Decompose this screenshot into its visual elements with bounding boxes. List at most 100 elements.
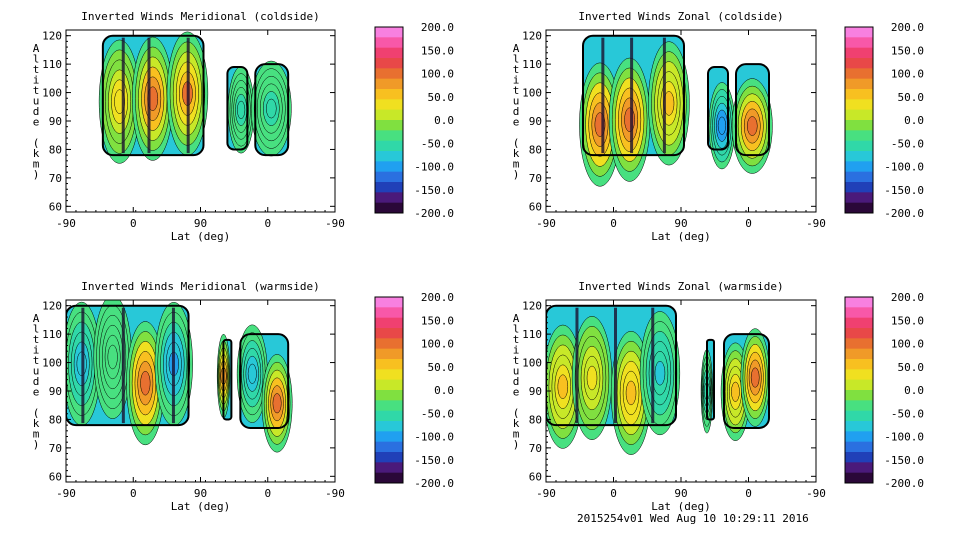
colorbar-tick-label: -100.0 [884,431,924,444]
x-tick-label: 90 [194,217,207,230]
colorbar-band [845,99,873,111]
chart-panel-4: Inverted Winds Zonal (warmside) 60 70 80 90 1… [513,280,924,513]
data-region [731,63,773,174]
colorbar-tick-label: -200.0 [414,207,454,220]
colorbar-tick-label: -150.0 [884,454,924,467]
colorbar-band [375,359,403,370]
contour-streak [121,37,125,154]
x-tick-label: -90 [56,487,76,500]
data-region [66,300,193,446]
colorbar-band [845,202,873,214]
contour-band [140,370,151,396]
colorbar-band [845,151,873,162]
y-tick-label: 110 [42,58,62,71]
colorbar-band [375,317,403,329]
colorbar-frame [374,296,404,484]
colorbar-band [845,328,873,339]
region-outline [101,34,205,157]
y-tick-label: 60 [529,200,542,213]
colorbar-band [375,297,403,308]
contour-band [750,367,760,388]
contour-streak [601,37,605,154]
colorbar-tick-label: -100.0 [414,161,454,174]
colorbar-band [845,58,873,69]
x-tick-label: -90 [536,217,556,230]
x-tick-label: 0 [610,217,617,230]
colorbar-tick-label: 0.0 [904,114,924,127]
colorbar-tick-label: 100.0 [891,338,924,351]
colorbar: 200.0 150.0 100.0 50.0 0.0 -50.0 -100.0 -150.0 -… [844,21,924,220]
colorbar-band [375,431,403,443]
colorbar-tick-label: -50.0 [891,137,924,150]
colorbar-tick-label: -50.0 [421,407,454,420]
data-region [98,31,209,164]
contour-band [265,98,277,119]
contour-streak [147,37,151,154]
contour-band [557,374,569,399]
x-tick-label: 0 [264,217,271,230]
chart-title: Inverted Winds Zonal (warmside) [578,280,783,293]
contour-band [731,381,740,402]
colorbar-band [375,192,403,204]
y-tick-label: 80 [529,143,542,156]
contour-streak [614,307,618,424]
colorbar-band [375,472,403,484]
x-tick-label: 0 [745,217,752,230]
data-region [250,60,292,157]
colorbar-band [375,109,403,121]
contour-band [237,100,246,119]
colorbar-band [845,390,873,401]
y-tick-label: 80 [49,143,62,156]
colorbar-band [845,410,873,422]
colorbar-band [375,68,403,80]
colorbar-tick-label: 0.0 [434,114,454,127]
colorbar-tick-label: -100.0 [414,431,454,444]
colorbar-tick-label: -150.0 [414,454,454,467]
colorbar-tick-label: 50.0 [898,361,925,374]
data-region [236,324,293,453]
colorbar: 200.0 150.0 100.0 50.0 0.0 -50.0 -100.0 -150.0 -… [374,291,455,490]
colorbar-band [375,130,403,142]
colorbar-band [375,390,403,401]
colorbar-band [845,182,873,193]
y-tick-label: 120 [522,30,542,43]
plot-area [66,300,293,453]
colorbar-band [845,452,873,463]
colorbar-band [845,78,873,90]
y-tick-label: 90 [529,115,542,128]
region-outline [723,333,770,429]
contour-streak [630,37,634,154]
x-tick-label: -90 [806,487,826,500]
region-outline [222,338,233,421]
colorbar: 200.0 150.0 100.0 50.0 0.0 -50.0 -100.0 -150.0 -… [374,21,454,220]
colorbar-tick-label: 50.0 [428,361,455,374]
colorbar-tick-label: 200.0 [891,21,924,34]
x-tick-label: 90 [674,487,687,500]
colorbar-tick-label: -50.0 [891,407,924,420]
y-tick-label: 100 [42,357,62,370]
y-tick-label: 70 [529,442,542,455]
chart-panel-3: Inverted Winds Meridional (warmside) 60 70… [33,280,454,513]
colorbar-frame [844,296,874,484]
colorbar-band [375,338,403,350]
colorbar-tick-label: 200.0 [421,291,454,304]
colorbar-band [845,89,873,100]
region-outline [582,34,685,157]
colorbar-band [845,47,873,59]
colorbar-band [375,78,403,90]
contour-band [717,116,727,135]
colorbar-band [375,89,403,100]
x-tick-label: 90 [194,487,207,500]
plot-area [546,304,770,455]
contour-band [625,380,637,406]
colorbar-tick-label: -200.0 [884,207,924,220]
colorbar-band [845,317,873,329]
y-tick-label: 110 [42,328,62,341]
data-region [700,338,715,434]
colorbar-band [375,120,403,131]
colorbar-band [375,99,403,111]
colorbar-band [375,328,403,339]
data-region [720,328,770,441]
